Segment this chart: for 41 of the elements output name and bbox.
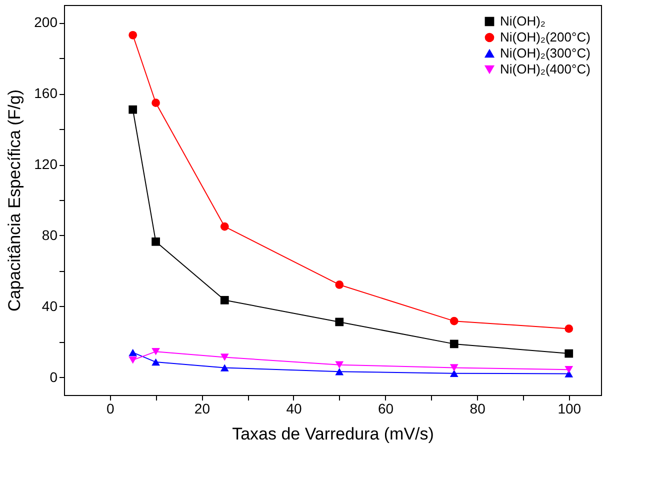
point	[220, 222, 229, 231]
legend-label: Ni(OH)₂(400°C)	[500, 62, 590, 76]
point	[564, 366, 574, 374]
point	[220, 296, 229, 304]
point	[152, 358, 160, 366]
point	[450, 340, 458, 348]
x-axis-title: Taxas de Varredura (mV/s)	[232, 424, 434, 444]
point	[335, 361, 344, 368]
x-tick-label: 40	[286, 400, 302, 416]
point	[128, 105, 138, 114]
point	[335, 280, 344, 289]
point	[450, 370, 458, 377]
x-tick-label: 100	[558, 400, 582, 416]
point	[220, 364, 229, 372]
legend-label: Ni(OH)₂(200°C)	[500, 30, 590, 44]
point	[152, 348, 160, 356]
point	[450, 364, 458, 372]
point	[220, 354, 229, 361]
y-tick-label: 40	[42, 298, 58, 314]
x-tick-label: 20	[194, 400, 210, 416]
y-tick-label: 0	[50, 368, 58, 385]
x-tick-label: 0	[106, 400, 114, 416]
point	[152, 98, 160, 108]
point	[128, 348, 138, 356]
y-tick-label: 160	[34, 85, 58, 102]
y-axis-title: Capacitância Específica (F/g)	[5, 89, 24, 312]
point	[335, 368, 344, 376]
x-tick-label: 80	[470, 400, 486, 416]
point	[564, 324, 574, 333]
legend-label: Ni(OH)₂(300°C)	[500, 46, 590, 60]
y-tick-label: 200	[34, 14, 58, 30]
point	[335, 318, 344, 326]
point	[450, 316, 458, 326]
point	[128, 356, 138, 364]
point	[152, 237, 160, 246]
x-tick-label: 60	[378, 400, 394, 416]
y-tick-label: 80	[42, 226, 58, 243]
point	[564, 349, 574, 358]
legend-label: Ni(OH)₂	[500, 14, 546, 28]
y-tick-label: 120	[34, 156, 58, 172]
point	[128, 30, 138, 40]
